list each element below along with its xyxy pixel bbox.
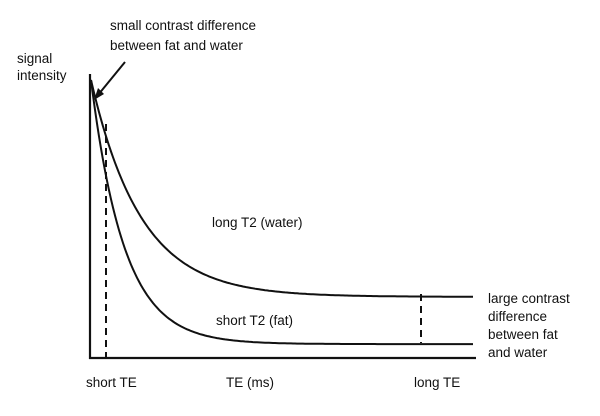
annotation-top-line-1: small contrast difference [110,18,256,33]
series-label-long-t2-water: long T2 (water) [212,215,303,230]
y-axis-label-line-1: signal [17,51,52,66]
annotation-right-line-1: large contrast [488,291,570,306]
x-axis-label: TE (ms) [226,375,274,390]
annotation-right-line-4: and water [488,345,548,360]
y-axis-label-line-2: intensity [17,68,67,83]
series-short-t2-fat-line [90,79,473,346]
series-label-short-t2-fat: short T2 (fat) [216,313,293,328]
x-tick-short-te: short TE [86,375,137,390]
series-long-t2-water-line [90,79,473,298]
annotation-top-line-2: between fat and water [110,38,243,53]
x-tick-long-te: long TE [414,375,460,390]
annotation-arrow [94,61,126,100]
annotation-right-line-2: difference [488,309,547,324]
annotation-right-line-3: between fat [488,327,558,342]
